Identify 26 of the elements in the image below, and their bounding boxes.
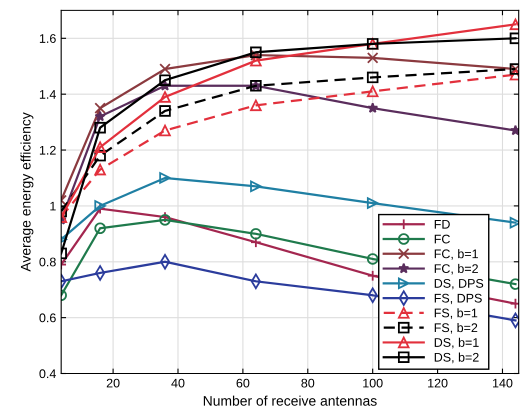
y-tick-label: 1.2 [40, 146, 56, 155]
legend-label: FS, DPS [434, 294, 482, 304]
y-tick-label: 1 [50, 202, 56, 210]
legend-label: FS, b=1 [434, 308, 478, 319]
x-tick-label: 40 [171, 378, 184, 388]
y-tick-label: 1.6 [40, 34, 56, 43]
y-tick-label: 0.4 [39, 369, 56, 378]
y-tick-label: 1.4 [40, 90, 56, 99]
x-tick-label: 20 [106, 378, 120, 388]
y-axis-title: Average energy efficiency [20, 112, 34, 272]
legend-label: FS, b=2 [434, 322, 478, 334]
y-tick-label: 0.6 [39, 313, 56, 322]
x-tick-label: 60 [236, 378, 250, 388]
legend-label: DS, DPS [434, 278, 484, 290]
legend-label: DS, b=1 [434, 338, 479, 348]
x-tick-label: 80 [301, 378, 314, 388]
legend-label: FC [434, 234, 450, 244]
x-axis-title: Number of receive antennas [204, 396, 377, 406]
legend-label: FC, b=1 [434, 249, 478, 260]
x-tick-label: 100 [363, 378, 383, 388]
y-tick-label: 0.8 [39, 258, 56, 266]
legend-label: DS, b=2 [434, 352, 479, 364]
x-tick-label: 120 [428, 378, 448, 388]
legend-label: FC, b=2 [434, 264, 478, 275]
legend-label: FD [434, 220, 450, 229]
x-tick-label: 140 [493, 378, 512, 388]
